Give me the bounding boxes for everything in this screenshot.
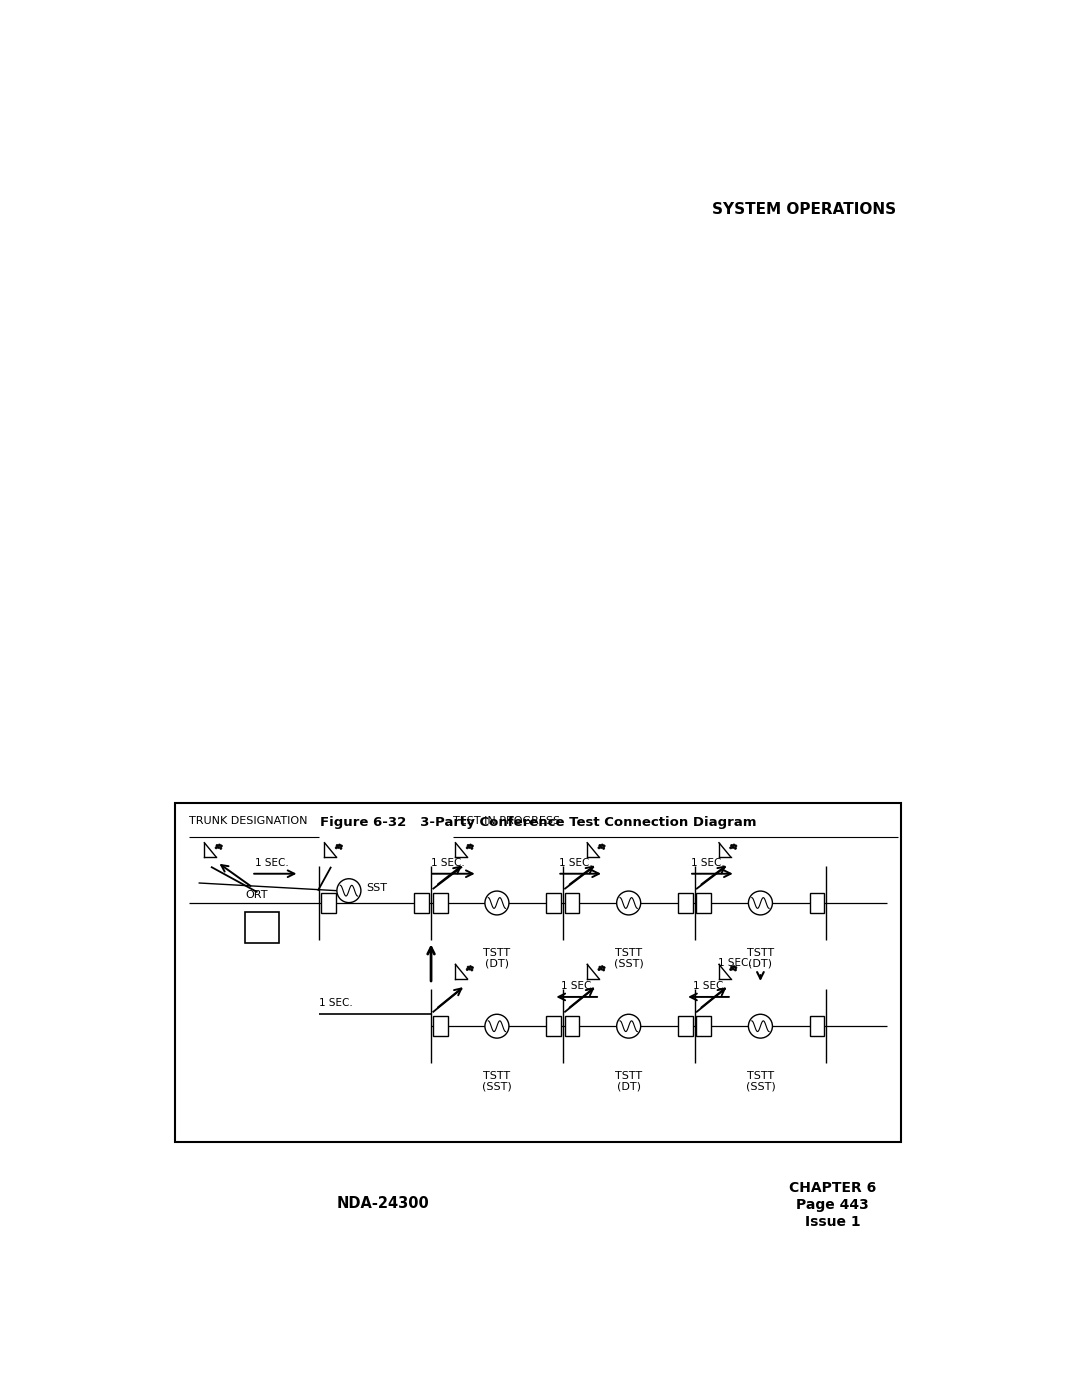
Text: SYSTEM OPERATIONS: SYSTEM OPERATIONS <box>712 203 896 218</box>
Text: TEST IN PROGRESS: TEST IN PROGRESS <box>453 816 559 826</box>
Text: 1 SEC.: 1 SEC. <box>693 981 727 990</box>
Circle shape <box>617 1014 640 1038</box>
Text: TRUNK DESIGNATION: TRUNK DESIGNATION <box>189 816 308 826</box>
Bar <box>433 893 448 914</box>
Circle shape <box>215 847 217 849</box>
Circle shape <box>603 967 605 968</box>
Bar <box>546 893 561 914</box>
Bar <box>678 893 692 914</box>
Circle shape <box>340 847 342 849</box>
Text: TSTT
(SST): TSTT (SST) <box>482 1071 512 1091</box>
Text: CHAPTER 6: CHAPTER 6 <box>788 1180 876 1194</box>
Bar <box>697 1016 712 1037</box>
Circle shape <box>730 844 733 847</box>
Circle shape <box>598 844 602 847</box>
Circle shape <box>730 968 732 971</box>
Circle shape <box>734 845 737 847</box>
Circle shape <box>218 844 220 847</box>
Circle shape <box>219 847 221 849</box>
Circle shape <box>730 847 732 849</box>
Bar <box>322 893 336 914</box>
Circle shape <box>337 847 340 848</box>
Circle shape <box>598 967 602 968</box>
Circle shape <box>216 844 218 847</box>
Circle shape <box>603 970 605 971</box>
Bar <box>245 912 279 943</box>
Circle shape <box>335 847 337 849</box>
Circle shape <box>467 968 469 971</box>
Circle shape <box>617 891 640 915</box>
Circle shape <box>732 968 734 970</box>
Bar <box>565 1016 580 1037</box>
Circle shape <box>471 970 473 971</box>
Bar <box>175 803 901 1141</box>
Text: TSTT
(DT): TSTT (DT) <box>747 947 774 968</box>
Text: Issue 1: Issue 1 <box>805 1215 861 1229</box>
Circle shape <box>336 844 338 847</box>
Circle shape <box>467 967 470 968</box>
Circle shape <box>469 968 471 970</box>
Bar <box>565 893 580 914</box>
Circle shape <box>748 1014 772 1038</box>
Circle shape <box>602 965 604 968</box>
Circle shape <box>485 1014 509 1038</box>
Bar <box>415 893 429 914</box>
Text: TSTT
(DT): TSTT (DT) <box>616 1071 643 1091</box>
Text: Page 443: Page 443 <box>796 1197 869 1211</box>
Text: ORT: ORT <box>245 890 268 900</box>
Circle shape <box>734 967 737 968</box>
Circle shape <box>471 847 473 849</box>
Circle shape <box>467 844 470 847</box>
Circle shape <box>338 844 340 847</box>
Circle shape <box>603 845 605 847</box>
Circle shape <box>598 968 600 971</box>
Bar <box>697 893 712 914</box>
Circle shape <box>733 965 735 968</box>
Circle shape <box>470 965 472 968</box>
Text: 1 SEC.: 1 SEC. <box>691 858 725 868</box>
Circle shape <box>730 967 733 968</box>
Text: Figure 6-32   3-Party Conference Test Connection Diagram: Figure 6-32 3-Party Conference Test Conn… <box>320 816 756 828</box>
Text: 1 SEC.: 1 SEC. <box>718 958 752 968</box>
Bar <box>678 1016 692 1037</box>
Bar <box>810 893 824 914</box>
Text: 1 SEC.: 1 SEC. <box>255 858 288 868</box>
Circle shape <box>471 967 473 968</box>
Circle shape <box>220 845 222 847</box>
Circle shape <box>732 847 734 848</box>
Text: 1 SEC.: 1 SEC. <box>431 858 464 868</box>
Text: 1 SEC.: 1 SEC. <box>559 858 593 868</box>
Text: TSTT
(SST): TSTT (SST) <box>613 947 644 968</box>
Text: TSTT
(SST): TSTT (SST) <box>745 1071 775 1091</box>
Circle shape <box>467 847 469 849</box>
Circle shape <box>603 847 605 849</box>
Bar <box>546 1016 561 1037</box>
Circle shape <box>217 847 219 848</box>
Circle shape <box>471 845 473 847</box>
Circle shape <box>340 845 342 847</box>
Circle shape <box>470 844 472 847</box>
Circle shape <box>734 970 737 971</box>
Circle shape <box>598 847 600 849</box>
Circle shape <box>600 968 603 970</box>
Text: SST: SST <box>366 883 387 893</box>
Circle shape <box>602 844 604 847</box>
Text: TSTT
(DT): TSTT (DT) <box>484 947 511 968</box>
Text: 1 SEC.: 1 SEC. <box>562 981 595 990</box>
Circle shape <box>337 879 361 902</box>
Bar <box>433 1016 448 1037</box>
Circle shape <box>734 847 737 849</box>
Circle shape <box>485 891 509 915</box>
Circle shape <box>600 847 603 848</box>
Text: NDA-24300: NDA-24300 <box>337 1196 430 1211</box>
Text: 1 SEC.: 1 SEC. <box>320 997 353 1009</box>
Circle shape <box>469 847 471 848</box>
Circle shape <box>733 844 735 847</box>
Circle shape <box>748 891 772 915</box>
Bar <box>810 1016 824 1037</box>
